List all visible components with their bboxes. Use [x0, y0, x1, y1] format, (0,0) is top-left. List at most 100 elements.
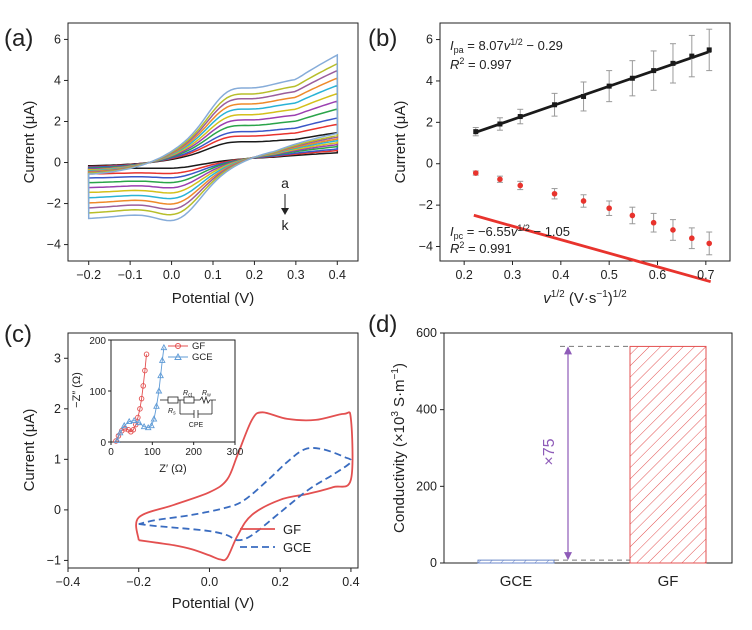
chart-c-inset-y-tick-label-2: 200	[89, 336, 106, 347]
chart-c-y-label: Current (μA)	[21, 409, 38, 492]
panel-label-a: (a)	[4, 25, 33, 52]
chart-c-x-tick-label-4: 0.4	[342, 575, 359, 589]
chart-d-arrow-head-bottom	[564, 552, 572, 561]
chart-b-point-pa-3	[552, 102, 558, 108]
chart-b-x-label: v1/2 (V·s−1)1/2	[543, 289, 627, 307]
chart-a-x-tick-label-5: 0.3	[287, 268, 304, 282]
chart-b-point-pc-5	[606, 205, 612, 212]
chart-b-point-pc-9	[689, 235, 695, 242]
chart-d-y-tick-label-2: 400	[416, 403, 437, 417]
chart-b-y-ticks: −4 −2 0 2 4 6	[419, 33, 440, 254]
chart-a-y-tick-label-4: 4	[54, 73, 61, 87]
circuit-rw-resistor	[199, 395, 216, 405]
chart-b-frame	[439, 22, 731, 262]
chart-c-inset-legend-gce-label: GCE	[192, 352, 213, 363]
chart-a-x-label: Potential (V)	[172, 290, 255, 307]
chart-b-eq-pa: Ipa = 8.07v1/2 − 0.29	[450, 37, 563, 55]
chart-b-r2-pc: R2 = 0.991	[450, 240, 512, 256]
chart-c-y-ticks: −1 0 1 2 3	[47, 351, 68, 567]
chart-b-point-pa-4	[581, 93, 587, 99]
chart-b-x-tick-label-5: 0.7	[697, 268, 714, 282]
chart-c-inset-legend-gce-marker	[174, 352, 182, 360]
chart-a-x-tick-label-2: 0.0	[163, 268, 180, 282]
chart-c-inset-point-gce-4	[130, 416, 138, 424]
chart-b-r2-pa: R2 = 0.997	[450, 56, 512, 72]
chart-c-x-tick-label-2: 0.0	[201, 575, 218, 589]
chart-d-bar-gf	[629, 345, 707, 564]
chart-c-curve-gf	[135, 411, 354, 562]
chart-c-x-tick-label-1: −0.2	[126, 575, 151, 589]
chart-c-inset-y-tick-label-0: 0	[100, 438, 106, 449]
chart-c-inset-point-gce-13	[158, 356, 166, 363]
chart-b-point-pa-8	[670, 60, 676, 66]
chart-c-curve-gce	[138, 447, 353, 542]
chart-b-point-pc-4	[580, 198, 587, 204]
chart-c-inset-legend-gf-marker	[175, 343, 181, 349]
chart-c-inset-point-gce-1	[116, 429, 124, 436]
chart-a-y-ticks: −4 −2 0 2 4 6	[47, 32, 68, 252]
chart-c-curves	[135, 411, 354, 562]
chart-c-inset-x-tick-label-3: 300	[227, 447, 244, 458]
chart-b-x-tick-label-3: 0.5	[600, 268, 617, 282]
chart-b-point-pc-8	[670, 227, 676, 233]
chart-c-inset-point-gce-5	[135, 418, 143, 426]
chart-c-inset-x-label: Z′ (Ω)	[159, 463, 186, 475]
chart-a-y-tick-label-2: 0	[54, 156, 61, 170]
chart-a-x-tick-label-1: −0.1	[118, 268, 143, 282]
chart-b: 0.2 0.3 0.4 0.5 0.6 0.7 −4 −2 0 2 4 6 v1/2 (V·s−1)…	[392, 22, 731, 307]
chart-c-inset-point-gf-11	[140, 383, 146, 389]
circuit-rs-label: Rs	[168, 408, 176, 417]
chart-c-y-tick-label-3: 2	[54, 402, 61, 416]
chart-c-inset-y-label: −Z″ (Ω)	[71, 372, 83, 408]
chart-b-point-pc-2	[517, 182, 524, 189]
circuit-rct-label: Rct	[183, 390, 193, 399]
chart-b-point-pc-6	[629, 212, 636, 219]
chart-a: −0.2 −0.1 0.0 0.1 0.2 0.3 0.4 −4 −2 0 2 4 6 Potenti…	[21, 22, 359, 307]
chart-b-point-pa-7	[651, 68, 657, 74]
chart-c-inset-point-gf-6	[130, 427, 137, 433]
chart-c-inset-point-gce-10	[153, 402, 160, 409]
chart-c-inset-x-ticks: 0 100 200 300	[108, 442, 244, 458]
chart-b-y-label: Current (μA)	[392, 101, 409, 184]
chart-b-point-pc-3	[551, 190, 558, 197]
chart-a-curve-c	[87, 117, 339, 179]
chart-b-y-tick-label-0: −4	[419, 240, 433, 254]
chart-c-inset-point-gf-12	[142, 367, 148, 374]
chart-b-point-pc-1	[497, 176, 503, 183]
chart-a-x-tick-label-4: 0.2	[246, 268, 263, 282]
chart-d-bar-gce	[477, 559, 555, 564]
chart-b-eq-pc: Ipc = −6.55v1/2 − 1.05	[450, 223, 570, 241]
chart-c-legend-gce-label: GCE	[283, 540, 312, 555]
chart-a-x-ticks: −0.2 −0.1 0.0 0.1 0.2 0.3 0.4	[76, 261, 346, 282]
chart-c: −0.4 −0.2 0.0 0.2 0.4 −1 0 1 2 3 Potential (V) C…	[21, 332, 360, 612]
panel-label-d: (d)	[368, 311, 397, 338]
chart-b-point-pc-10	[706, 240, 713, 247]
chart-d-category-label-gf: GF	[658, 573, 679, 590]
chart-c-inset-point-gf-9	[137, 406, 143, 412]
chart-b-point-pc-0	[472, 170, 479, 176]
chart-c-inset-legend: GF GCE	[168, 341, 213, 363]
chart-c-inset-line-gce	[116, 347, 165, 441]
chart-c-inset-point-gf-10	[138, 395, 145, 402]
chart-b-y-tick-label-5: 6	[426, 33, 433, 47]
circuit-cpe-label: CPE	[189, 422, 204, 429]
chart-a-curve-d	[87, 108, 339, 184]
chart-c-frame	[67, 332, 359, 569]
chart-c-inset-point-gce-2	[120, 421, 128, 429]
chart-a-x-tick-label-6: 0.4	[329, 268, 346, 282]
chart-b-point-pa-0	[473, 129, 479, 135]
chart-b-y-tick-label-4: 4	[426, 74, 433, 88]
chart-a-arrow-head	[281, 208, 289, 215]
chart-c-inset-point-gce-6	[140, 422, 148, 430]
chart-c-inset-point-gf-0	[113, 438, 119, 444]
chart-b-x-tick-label-0: 0.2	[455, 268, 472, 282]
chart-b-y-tick-label-1: −2	[419, 198, 433, 212]
chart-a-y-tick-label-1: −2	[47, 197, 61, 211]
chart-a-curve-k	[87, 53, 339, 222]
chart-b-y-tick-label-2: 0	[426, 157, 433, 171]
chart-d-y-tick-label-0: 0	[430, 556, 437, 570]
chart-d-y-ticks: 0 200 400 600	[416, 326, 444, 570]
panel-label-c: (c)	[4, 321, 32, 348]
chart-c-y-tick-label-4: 3	[54, 351, 61, 365]
